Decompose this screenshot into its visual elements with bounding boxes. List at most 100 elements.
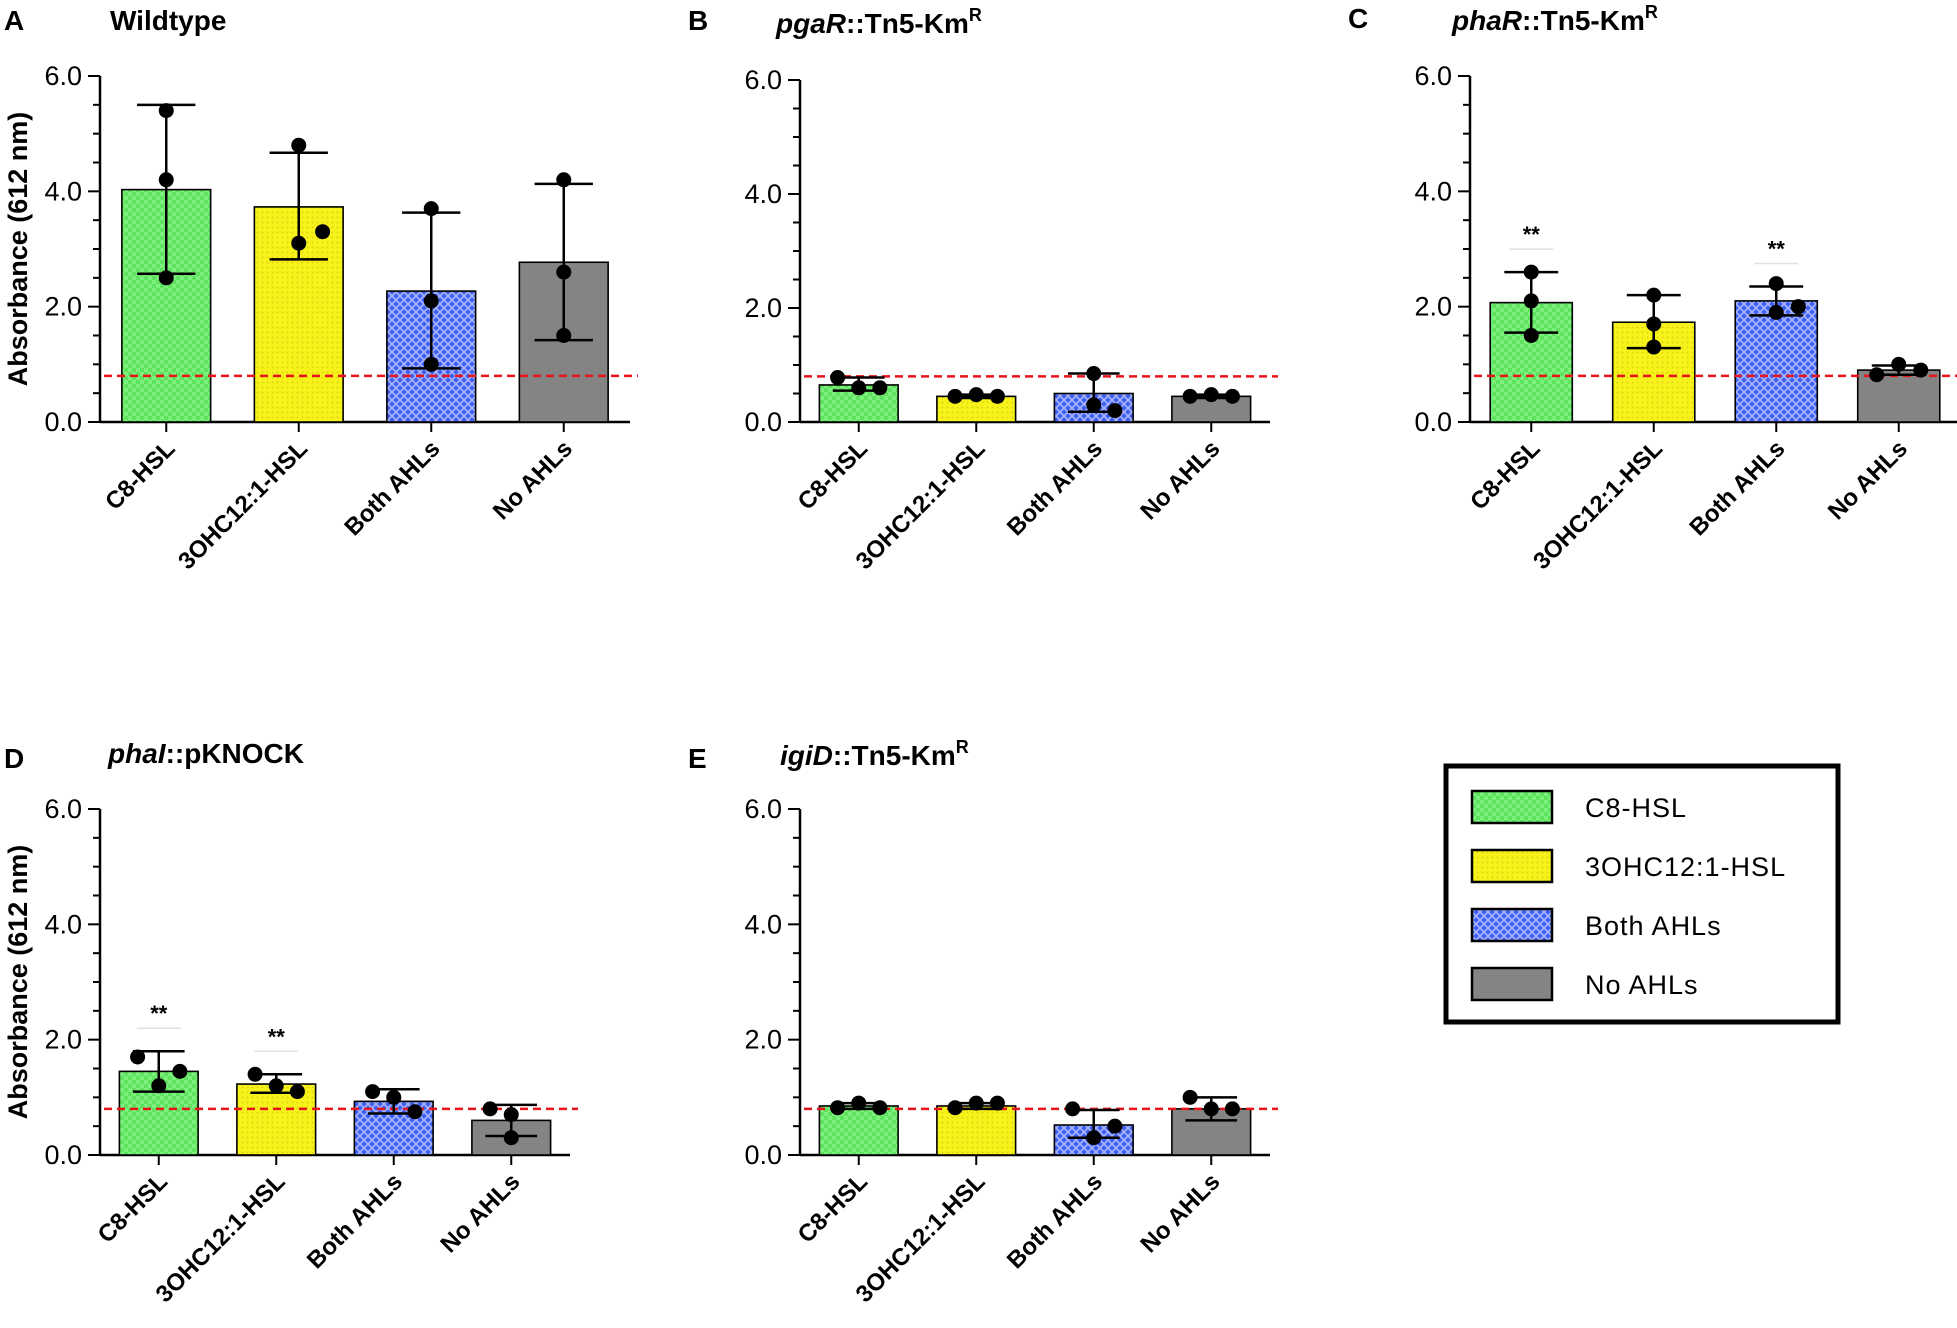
data-point: [1790, 299, 1806, 315]
legend-item: 3OHC12:1-HSL: [1470, 848, 1786, 884]
data-point: [130, 1049, 146, 1065]
panel-e: E igiD::Tn5-KmR 0.0 2.0 4.0 6.0C8-HSL3OHC12…: [688, 737, 1278, 1308]
bar: [236, 1083, 317, 1156]
data-point: [556, 172, 572, 188]
panel-title-rest: ::Tn5-Km: [833, 740, 956, 771]
data-point: [968, 387, 984, 403]
data-point: [1891, 356, 1907, 372]
x-tick-label: No AHLs: [488, 435, 578, 525]
data-point: [851, 1095, 867, 1111]
panel-title-sup: R: [969, 5, 982, 25]
y-tick-label: 4.0: [744, 179, 782, 209]
data-point: [1086, 366, 1102, 382]
data-point: [158, 270, 174, 286]
x-tick-label: C8-HSL: [93, 1168, 173, 1248]
panel-title-rest: ::Tn5-Km: [1522, 5, 1645, 36]
data-point: [158, 172, 174, 188]
panel-title-sup: R: [1645, 2, 1658, 22]
y-tick-label: 6.0: [1414, 61, 1452, 91]
y-axis-label: Absorbance (612 nm): [3, 112, 33, 387]
data-point: [1182, 1089, 1198, 1105]
data-point: [1646, 339, 1662, 355]
x-tick-label: 3OHC12:1-HSL: [851, 1168, 991, 1308]
x-tick-label: C8-HSL: [100, 435, 180, 515]
x-tick-label: No AHLs: [1135, 1168, 1225, 1258]
y-tick-label: 2.0: [44, 292, 82, 322]
y-tick-label: 4.0: [1414, 176, 1452, 206]
panel-title-gene: phaR: [1451, 5, 1523, 36]
data-point: [556, 328, 572, 343]
y-tick-label: 2.0: [744, 1025, 782, 1055]
significance-label: **: [1768, 236, 1786, 261]
panel-title: phaR::Tn5-KmR: [1451, 2, 1658, 36]
data-point: [556, 264, 572, 280]
data-point: [1523, 293, 1539, 309]
panel-title-sup: R: [956, 737, 969, 757]
legend: C8-HSL 3OHC12:1-HSL Both AHLs No AHLs: [1443, 763, 1841, 1025]
legend-swatch-3ohc12-hsl: [1470, 848, 1554, 884]
significance-label: **: [268, 1024, 286, 1049]
significance-label: **: [150, 1001, 168, 1026]
y-tick-label: 0.0: [44, 1140, 82, 1170]
x-tick-label: No AHLs: [1135, 435, 1225, 525]
data-point: [289, 1084, 305, 1100]
x-tick-label: No AHLs: [1823, 435, 1913, 525]
data-point: [151, 1078, 167, 1094]
legend-label: No AHLs: [1585, 970, 1699, 1000]
panel-letter: D: [4, 743, 24, 774]
y-tick-label: 2.0: [44, 1025, 82, 1055]
data-point: [989, 388, 1005, 404]
data-point: [158, 103, 174, 119]
data-point: [830, 1100, 846, 1116]
data-point: [1224, 388, 1240, 404]
legend-label: C8-HSL: [1585, 793, 1687, 823]
data-point: [1065, 1101, 1081, 1117]
data-point: [503, 1130, 519, 1146]
data-point: [1203, 1101, 1219, 1117]
x-tick-label: Both AHLs: [339, 435, 445, 541]
data-point: [1203, 387, 1219, 403]
data-point: [1913, 362, 1929, 378]
y-tick-label: 6.0: [44, 61, 82, 91]
x-tick-label: 3OHC12:1-HSL: [1528, 435, 1668, 575]
y-tick-label: 2.0: [1414, 292, 1452, 322]
significance-label: **: [1523, 222, 1541, 247]
y-tick-label: 0.0: [44, 407, 82, 437]
legend-swatch-c8-hsl: [1470, 789, 1554, 825]
y-axis-label: Absorbance (612 nm): [3, 845, 33, 1120]
data-point: [291, 235, 307, 251]
panel-letter: E: [688, 743, 707, 774]
panel-title-gene: pgaR: [775, 8, 847, 39]
legend-label: 3OHC12:1-HSL: [1585, 852, 1786, 882]
panel-letter: A: [4, 5, 24, 36]
panel-title-gene: igiD: [780, 740, 833, 771]
x-tick-label: Both AHLs: [1002, 1168, 1108, 1274]
panel-b: B pgaR::Tn5-KmR 0.0 2.0 4.0 6.0C8-HSL3OHC12…: [688, 5, 1278, 575]
data-point: [315, 224, 331, 240]
y-tick-label: 4.0: [44, 176, 82, 206]
y-tick-label: 2.0: [744, 293, 782, 323]
data-point: [1086, 1130, 1102, 1146]
y-tick-label: 4.0: [744, 909, 782, 939]
data-point: [872, 1100, 888, 1116]
panel-title-rest: ::pKNOCK: [166, 738, 304, 769]
data-point: [268, 1078, 284, 1094]
x-tick-label: C8-HSL: [1465, 435, 1545, 515]
data-point: [830, 370, 846, 386]
legend-swatch-both-ahls: [1470, 907, 1554, 943]
data-point: [989, 1095, 1005, 1111]
bar: [1734, 300, 1819, 423]
data-point: [872, 380, 888, 396]
data-point: [851, 380, 867, 396]
bar: [936, 1105, 1017, 1156]
data-point: [1869, 367, 1885, 383]
x-tick-label: No AHLs: [435, 1168, 525, 1258]
panel-title-gene: phaI: [107, 738, 167, 769]
panel-a: A Wildtype 0.0 2.0 4.0 6.0 Absorbance (612 n…: [3, 5, 638, 575]
data-point: [1523, 328, 1539, 343]
x-tick-label: C8-HSL: [793, 1168, 873, 1248]
panel-title: igiD::Tn5-KmR: [780, 737, 969, 771]
data-point: [1646, 316, 1662, 332]
